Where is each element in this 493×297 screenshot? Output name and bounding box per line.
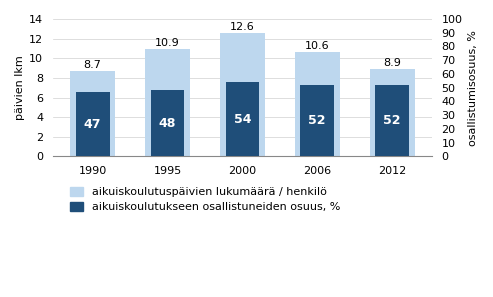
Text: 48: 48 [159,117,176,130]
Text: 10.6: 10.6 [305,41,329,51]
Text: 47: 47 [84,118,102,131]
Text: 52: 52 [383,114,401,127]
Bar [151,91,184,157]
Bar [375,85,409,157]
Bar [370,69,415,157]
Text: 10.9: 10.9 [155,38,180,48]
Text: 54: 54 [234,113,251,126]
Text: 12.6: 12.6 [230,22,255,31]
Y-axis label: osallistumisosuus, %: osallistumisosuus, % [468,30,478,146]
Bar [76,92,109,157]
Bar [220,33,265,157]
Bar [225,82,259,157]
Bar [145,49,190,157]
Text: 8.9: 8.9 [383,58,401,68]
Text: 52: 52 [309,114,326,127]
Bar [70,71,115,157]
Y-axis label: päivien lkm: päivien lkm [15,55,25,120]
Text: 8.7: 8.7 [84,60,102,70]
Bar [300,85,334,157]
Legend: aikuiskoulutuspäivien lukumäärä / henkilö, aikuiskoulutukseen osallistuneiden os: aikuiskoulutuspäivien lukumäärä / henkil… [70,187,341,212]
Bar [295,52,340,157]
